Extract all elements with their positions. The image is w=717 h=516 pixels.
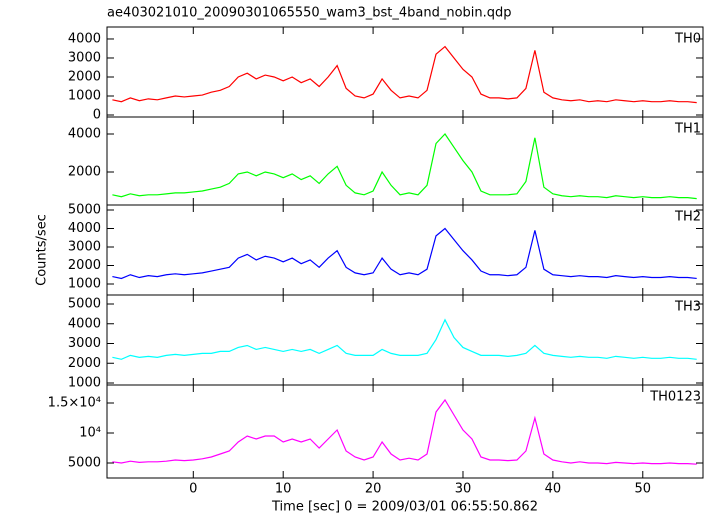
y-tick-label: 2000 bbox=[68, 165, 101, 180]
y-tick-label: 10⁴ bbox=[79, 426, 101, 441]
x-tick-label: 40 bbox=[545, 482, 562, 497]
panel-label: TH0123 bbox=[649, 390, 701, 405]
y-tick-label: 4000 bbox=[68, 221, 101, 236]
y-tick-label: 3000 bbox=[68, 336, 101, 351]
light-curve bbox=[112, 318, 697, 360]
x-tick-label: 10 bbox=[275, 482, 292, 497]
y-tick-label: 5000 bbox=[68, 456, 101, 471]
y-tick-label: 1000 bbox=[68, 276, 101, 291]
x-tick-label: 20 bbox=[365, 482, 382, 497]
y-tick-label: 3000 bbox=[68, 239, 101, 254]
chart-title: ae403021010_20090301065550_wam3_bst_4ban… bbox=[107, 6, 512, 21]
panel-frame bbox=[106, 204, 704, 296]
x-tick-label: 50 bbox=[634, 482, 651, 497]
y-tick-label: 1000 bbox=[68, 88, 101, 103]
y-tick-label: 0 bbox=[93, 108, 101, 123]
y-tick-label: 5000 bbox=[68, 297, 101, 312]
y-tick-label: 2000 bbox=[68, 69, 101, 84]
panel-label: TH2 bbox=[674, 210, 701, 225]
y-tick-label: 4000 bbox=[68, 127, 101, 142]
panel-label: TH0 bbox=[674, 32, 701, 47]
y-tick-label: 2000 bbox=[68, 356, 101, 371]
panel-frame bbox=[106, 384, 704, 479]
light-curve bbox=[112, 45, 697, 104]
x-tick-label: 0 bbox=[189, 482, 197, 497]
x-tick-label: 30 bbox=[455, 482, 472, 497]
light-curve bbox=[112, 227, 697, 280]
light-curve bbox=[112, 133, 697, 200]
panel-label: TH1 bbox=[674, 122, 701, 137]
panel-label: TH3 bbox=[674, 300, 701, 315]
x-axis-label: Time [sec] 0 = 2009/03/01 06:55:50.862 bbox=[271, 500, 538, 515]
y-axis-label: Counts/sec bbox=[35, 214, 50, 286]
y-tick-label: 4000 bbox=[68, 31, 101, 46]
y-tick-label: 4000 bbox=[68, 316, 101, 331]
panel-frame bbox=[106, 294, 704, 386]
y-tick-label: 3000 bbox=[68, 50, 101, 65]
y-tick-label: 2000 bbox=[68, 258, 101, 273]
y-tick-label: 1000 bbox=[68, 376, 101, 391]
panel-frame bbox=[106, 26, 704, 118]
y-tick-label: 1.5×10⁴ bbox=[48, 396, 101, 411]
y-tick-label: 5000 bbox=[68, 202, 101, 217]
light-curve bbox=[112, 398, 697, 465]
